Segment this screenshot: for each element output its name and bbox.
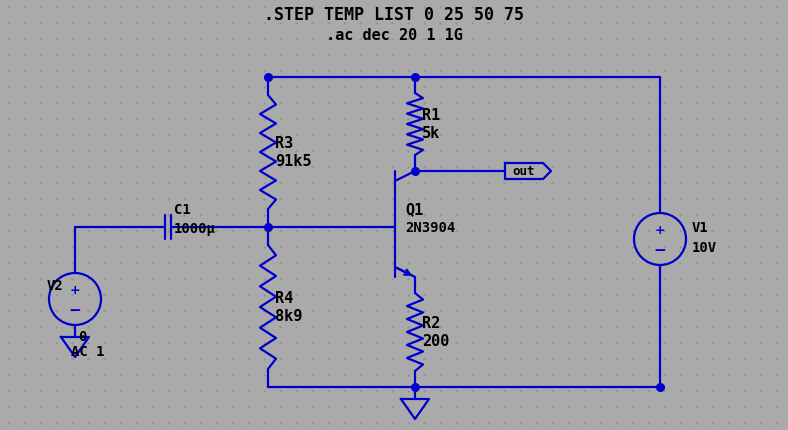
Text: AC 1: AC 1 <box>71 344 105 358</box>
Text: 91k5: 91k5 <box>275 154 311 169</box>
Text: 0: 0 <box>78 329 87 343</box>
Text: −: − <box>653 243 667 258</box>
Text: R2: R2 <box>422 316 440 331</box>
Text: 200: 200 <box>422 334 449 349</box>
Text: V1: V1 <box>692 221 708 234</box>
Text: −: − <box>69 303 81 318</box>
Text: 8k9: 8k9 <box>275 309 303 324</box>
Text: R1: R1 <box>422 108 440 123</box>
Text: R3: R3 <box>275 136 293 151</box>
Text: R4: R4 <box>275 291 293 306</box>
Text: +: + <box>69 284 80 297</box>
Text: 2N3904: 2N3904 <box>405 221 455 234</box>
Text: V2: V2 <box>47 278 64 292</box>
Text: .ac dec 20 1 1G: .ac dec 20 1 1G <box>325 28 463 43</box>
Text: out: out <box>513 165 535 178</box>
Text: Q1: Q1 <box>405 202 423 217</box>
Polygon shape <box>505 164 551 180</box>
Text: 5k: 5k <box>422 126 440 141</box>
Text: .STEP TEMP LIST 0 25 50 75: .STEP TEMP LIST 0 25 50 75 <box>264 6 524 24</box>
Text: 10V: 10V <box>692 240 717 255</box>
Text: +: + <box>655 224 665 237</box>
Text: C1: C1 <box>174 203 191 216</box>
Text: 1000μ: 1000μ <box>174 221 216 236</box>
